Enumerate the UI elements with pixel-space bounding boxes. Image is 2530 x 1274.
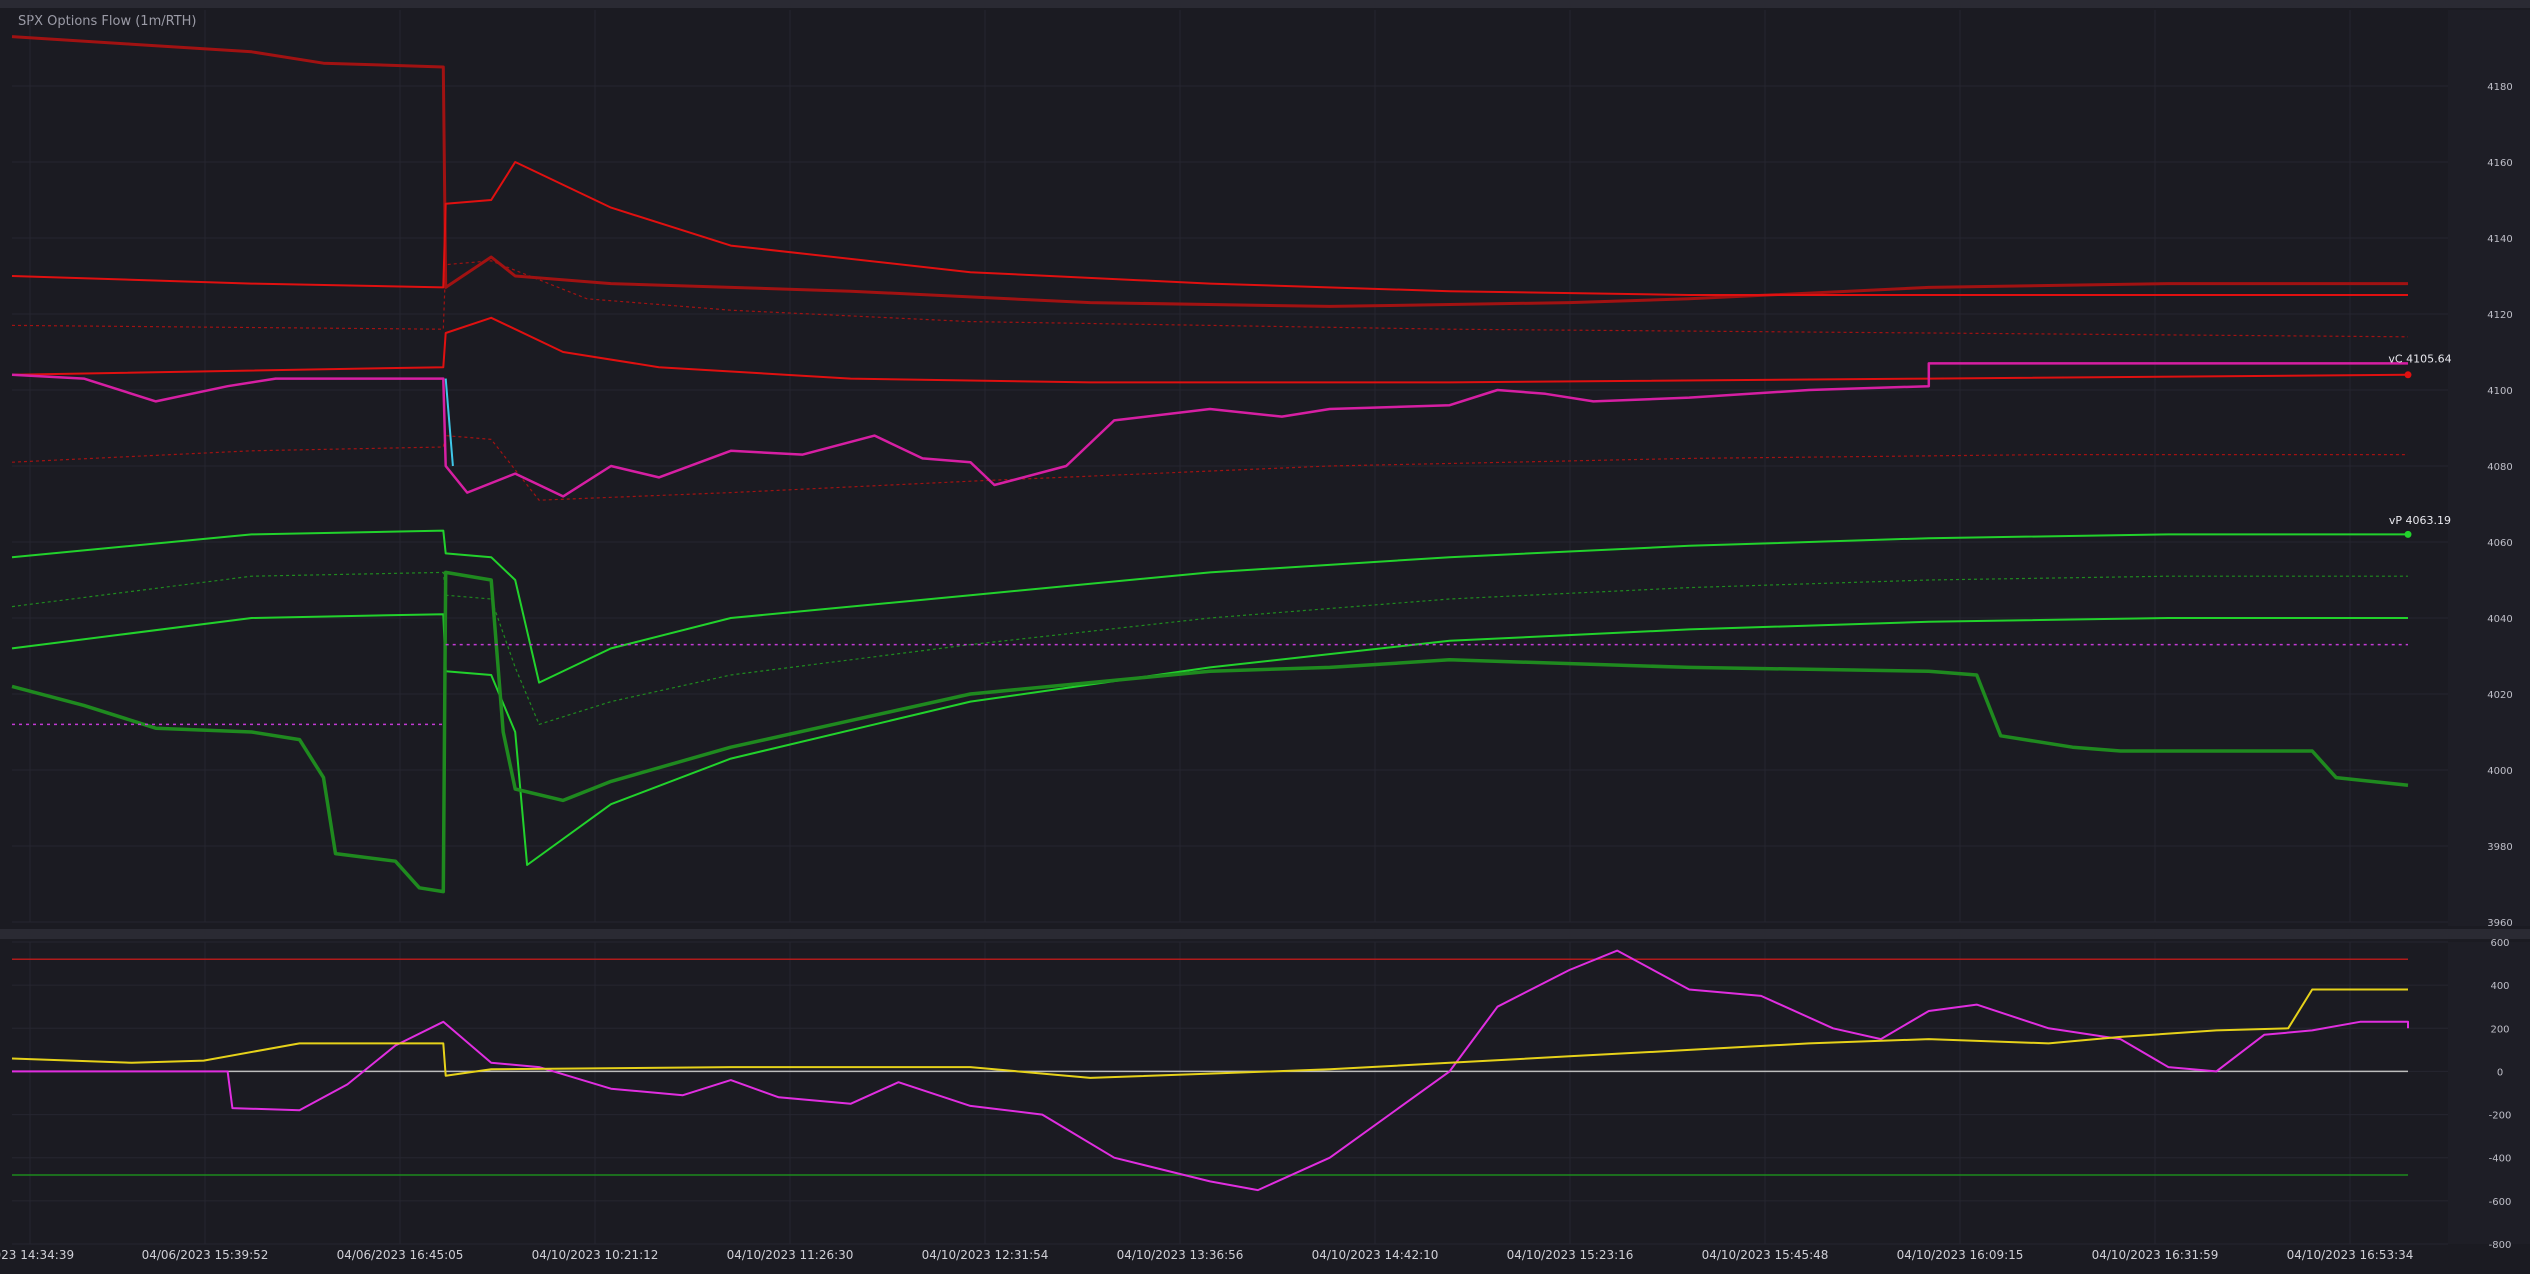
- x-tick-label: 04/10/2023 15:23:16: [1507, 1248, 1634, 1262]
- osc-y-tick-label: -200: [2489, 1111, 2512, 1122]
- price-series-line-5: [11, 362, 2408, 498]
- price-series-line-1: [11, 161, 2408, 296]
- osc-series-line-1: [11, 988, 2408, 1079]
- price-series-line-8: [11, 571, 2408, 725]
- y-tick-label: 4160: [2487, 158, 2512, 169]
- y-tick-label: 3980: [2487, 842, 2512, 853]
- price-axis: [2448, 10, 2530, 926]
- osc-y-tick-label: -600: [2489, 1197, 2512, 1208]
- x-tick-label: 04/10/2023 16:53:34: [2287, 1248, 2414, 1262]
- osc-series-line-0: [12, 949, 2409, 1192]
- y-tick-label: 4000: [2487, 766, 2512, 777]
- end-marker: [2404, 371, 2412, 379]
- price-series-line-2: [11, 260, 2409, 338]
- x-tick-label: 04/10/2023 11:26:30: [727, 1248, 854, 1262]
- price-series-line-0: [11, 35, 2408, 308]
- chart-title: SPX Options Flow (1m/RTH): [18, 14, 197, 29]
- osc-y-tick-label: -800: [2489, 1240, 2512, 1251]
- y-tick-label: 4080: [2487, 462, 2512, 473]
- x-tick-label: 04/06/2023 15:39:52: [142, 1248, 269, 1262]
- price-series-line-6: [444, 378, 454, 467]
- x-tick-label: 04/06/2023 16:45:05: [337, 1248, 464, 1262]
- osc-axis: [2448, 942, 2530, 1244]
- value-annotation: vC 4105.64: [2388, 353, 2451, 366]
- osc-y-tick-label: 600: [2490, 938, 2509, 949]
- y-tick-label: 4180: [2487, 82, 2512, 93]
- x-tick-label: 2023 14:34:39: [0, 1248, 74, 1262]
- y-tick-label: 4100: [2487, 386, 2512, 397]
- y-tick-label: 3960: [2487, 918, 2512, 929]
- end-marker: [2404, 530, 2412, 538]
- price-series-line-9: [11, 613, 2408, 866]
- x-tick-label: 04/10/2023 13:36:56: [1117, 1248, 1244, 1262]
- y-tick-label: 4140: [2487, 234, 2512, 245]
- value-annotation: vP 4063.19: [2389, 514, 2451, 527]
- x-tick-label: 04/10/2023 15:45:48: [1702, 1248, 1829, 1262]
- y-tick-label: 4060: [2487, 538, 2512, 549]
- x-tick-label: 04/10/2023 10:21:12: [532, 1248, 659, 1262]
- x-tick-label: 04/10/2023 14:42:10: [1312, 1248, 1439, 1262]
- x-tick-label: 04/10/2023 16:31:59: [2092, 1248, 2219, 1262]
- pane-separator[interactable]: [0, 929, 2530, 939]
- top-border: [0, 0, 2530, 8]
- x-tick-label: 04/10/2023 12:31:54: [922, 1248, 1049, 1262]
- price-series-line-3: [11, 316, 2409, 384]
- osc-y-tick-label: 200: [2490, 1024, 2509, 1035]
- x-tick-label: 04/10/2023 16:09:15: [1897, 1248, 2024, 1262]
- y-tick-label: 4040: [2487, 614, 2512, 625]
- osc-y-tick-label: -400: [2489, 1154, 2512, 1165]
- y-tick-label: 4020: [2487, 690, 2512, 701]
- price-series-line-10: [11, 570, 2409, 894]
- price-series-line-4: [11, 435, 2408, 501]
- osc-y-tick-label: 400: [2490, 981, 2509, 992]
- y-tick-label: 4120: [2487, 310, 2512, 321]
- osc-y-tick-label: 0: [2497, 1067, 2503, 1078]
- price-series-line-7: [11, 529, 2408, 684]
